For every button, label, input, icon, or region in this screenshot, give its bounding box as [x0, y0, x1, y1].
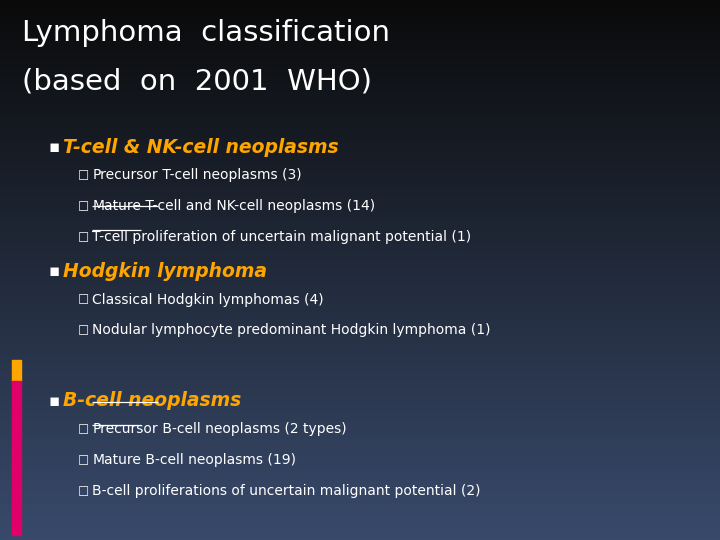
Text: ▪: ▪: [49, 138, 60, 156]
Text: □: □: [78, 422, 89, 435]
Text: □: □: [78, 230, 89, 243]
Text: ▪: ▪: [49, 392, 60, 409]
Text: Nodular lymphocyte predominant Hodgkin lymphoma (1): Nodular lymphocyte predominant Hodgkin l…: [92, 323, 490, 338]
Text: Precursor: Precursor: [92, 168, 158, 183]
Text: Precursor: Precursor: [92, 422, 158, 436]
Text: Hodgkin lymphoma: Hodgkin lymphoma: [63, 262, 267, 281]
Text: □: □: [78, 453, 89, 466]
Text: B-cell proliferations of uncertain malignant potential (2): B-cell proliferations of uncertain malig…: [92, 484, 481, 498]
Text: (based  on  2001  WHO): (based on 2001 WHO): [22, 68, 372, 96]
Text: T-cell neoplasms (3): T-cell neoplasms (3): [158, 168, 302, 183]
Text: □: □: [78, 323, 89, 336]
Text: Mature: Mature: [92, 453, 141, 467]
Text: ▪: ▪: [49, 262, 60, 280]
Text: Mature: Mature: [92, 199, 141, 213]
Text: □: □: [78, 168, 89, 181]
Text: B-cell neoplasms (2 types): B-cell neoplasms (2 types): [158, 422, 346, 436]
Text: □: □: [78, 293, 89, 306]
Text: B-cell neoplasms (19): B-cell neoplasms (19): [141, 453, 296, 467]
Text: B-cell neoplasms: B-cell neoplasms: [63, 392, 242, 410]
Text: Lymphoma  classification: Lymphoma classification: [22, 19, 390, 47]
Bar: [12, 360, 21, 381]
Text: T-cell & NK-cell neoplasms: T-cell & NK-cell neoplasms: [63, 138, 339, 157]
Text: T-cell and NK-cell neoplasms (14): T-cell and NK-cell neoplasms (14): [141, 199, 375, 213]
Text: Classical Hodgkin lymphomas (4): Classical Hodgkin lymphomas (4): [92, 293, 324, 307]
Bar: [12, 381, 21, 535]
Text: □: □: [78, 484, 89, 497]
Text: T-cell proliferation of uncertain malignant potential (1): T-cell proliferation of uncertain malign…: [92, 230, 472, 244]
Text: □: □: [78, 199, 89, 212]
